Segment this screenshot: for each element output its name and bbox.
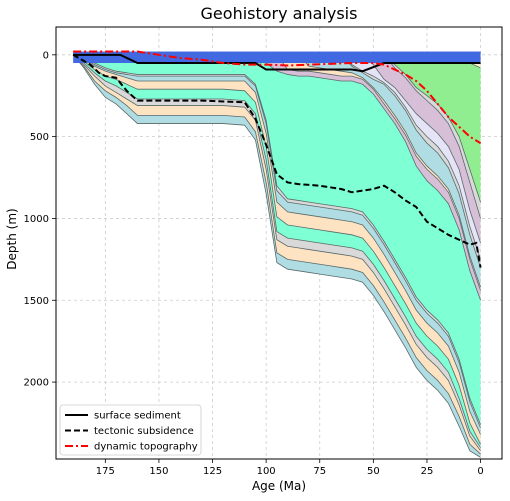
x-tick-label: 125	[203, 466, 222, 477]
y-tick-label: 1000	[24, 214, 49, 225]
legend-label-dynamic-topography: dynamic topography	[94, 442, 198, 453]
x-tick-label: 25	[421, 466, 434, 477]
legend: surface sediment tectonic subsidence dynam…	[60, 405, 201, 455]
legend-label-surface-sediment: surface sediment	[94, 411, 181, 422]
y-tick-label: 2000	[24, 378, 49, 389]
y-tick-label: 0	[43, 50, 49, 61]
chart-title: Geohistory analysis	[201, 4, 358, 23]
x-tick-label: 150	[149, 466, 168, 477]
legend-label-tectonic-subsidence: tectonic subsidence	[94, 426, 194, 437]
y-axis-label: Depth (m)	[5, 208, 19, 269]
x-tick-label: 100	[257, 466, 276, 477]
x-axis-label: Age (Ma)	[252, 479, 306, 493]
y-tick-label: 1500	[24, 296, 49, 307]
y-tick-label: 500	[30, 132, 49, 143]
x-tick-label: 50	[367, 466, 380, 477]
x-tick-label: 175	[96, 466, 115, 477]
x-tick-label: 75	[313, 466, 326, 477]
x-tick-label: 0	[477, 466, 483, 477]
